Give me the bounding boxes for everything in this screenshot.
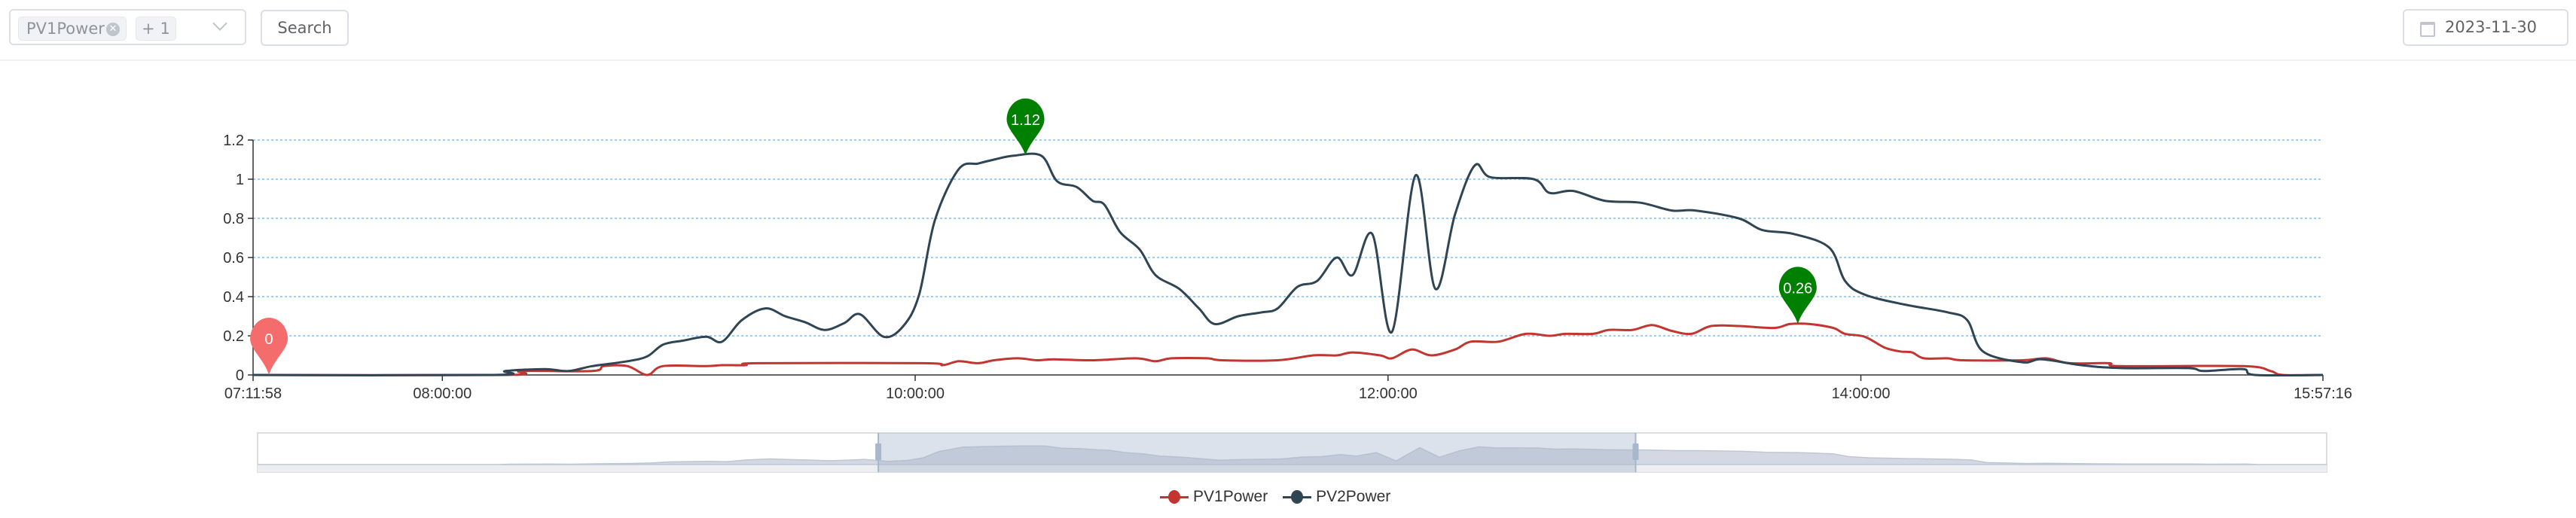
data-zoom-right-handle[interactable] <box>1632 443 1639 460</box>
legend-item-pv1power[interactable]: PV1Power <box>1160 486 1268 507</box>
legend-dot-icon <box>1168 490 1180 504</box>
legend-item-pv2power[interactable]: PV2Power <box>1283 486 1390 507</box>
series-select[interactable]: PV1Power ✕ + 1 <box>9 9 246 45</box>
pin-icon <box>250 318 288 375</box>
pin-icon <box>1006 98 1045 156</box>
x-tick-label: 07:11:58 <box>224 385 282 402</box>
toolbar: PV1Power ✕ + 1 Search 2023-11-30 <box>0 0 2576 61</box>
y-tick-label: 1.2 <box>223 133 244 149</box>
mark-pin-max: 0.26 <box>1778 267 1817 325</box>
legend-label: PV1Power <box>1193 488 1268 505</box>
legend-dot-icon <box>1291 490 1304 504</box>
series-line-pv2power <box>252 152 2324 377</box>
series-line-pv1power <box>252 322 2324 376</box>
date-value: 2023-11-30 <box>2445 18 2538 36</box>
calendar-icon <box>2420 22 2435 37</box>
date-picker[interactable]: 2023-11-30 <box>2403 9 2568 46</box>
y-tick-label: 1 <box>236 172 244 188</box>
y-tick-label: 0 <box>236 367 244 384</box>
selected-tag: PV1Power ✕ <box>18 17 127 41</box>
mark-pin-max: 1.12 <box>1006 98 1045 156</box>
pin-label: 0.26 <box>1783 280 1812 297</box>
x-tick-label: 08:00:00 <box>413 385 472 402</box>
y-tick-label: 0.2 <box>223 328 244 345</box>
search-button[interactable]: Search <box>261 10 349 46</box>
x-tick-label: 12:00:00 <box>1359 385 1418 402</box>
data-zoom-preview <box>258 445 2327 465</box>
y-tick-label: 0.8 <box>223 211 244 227</box>
data-zoom-baseline <box>258 465 2327 472</box>
pin-label: 0 <box>265 331 273 348</box>
tag-close-icon[interactable]: ✕ <box>106 23 120 36</box>
y-tick-label: 0.4 <box>223 289 244 306</box>
mark-pin-min: 0 <box>250 318 288 375</box>
x-tick-label: 10:00:00 <box>886 385 945 402</box>
data-zoom-left-handle[interactable] <box>875 443 882 460</box>
y-tick-label: 0.6 <box>223 250 244 267</box>
data-zoom-window[interactable] <box>878 433 1636 472</box>
x-tick-label: 14:00:00 <box>1832 385 1891 402</box>
x-tick-label: 15:57:16 <box>2294 385 2352 402</box>
pin-icon <box>1778 267 1817 325</box>
legend-label: PV2Power <box>1316 488 1391 505</box>
legend: PV1Power PV2Power <box>1160 486 1401 509</box>
selected-tag-label: PV1Power <box>26 20 105 38</box>
more-tags-count: + 1 <box>136 17 176 41</box>
pin-label: 1.12 <box>1011 112 1040 129</box>
